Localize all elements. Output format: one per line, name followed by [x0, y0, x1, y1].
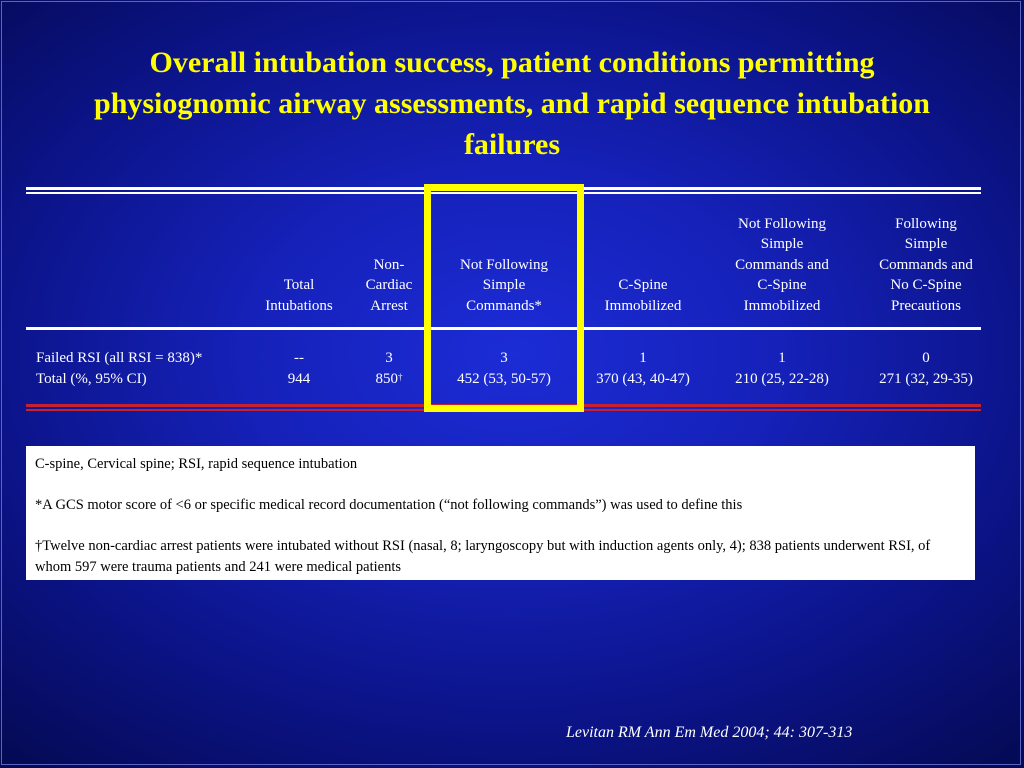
citation: Levitan RM Ann Em Med 2004; 44: 307-313 — [566, 724, 853, 741]
col-header-not-following-and-c-spine: Not Following Simple Commands and C-Spin… — [735, 215, 829, 314]
cell-total-not-following: 452 (53, 50-57) — [457, 371, 551, 387]
col-header-c-spine-immobilized: C-Spine Immobilized — [604, 277, 682, 314]
row-label-failed-rsi: Failed RSI (all RSI = 838)* — [36, 350, 203, 366]
cell-failed-following-no-c-spine: 0 — [922, 350, 930, 366]
gcs-footnote: *A GCS motor score of <6 or specific med… — [35, 497, 743, 513]
cell-total-non-cardiac: 850† — [375, 371, 403, 387]
col-header-non-cardiac-arrest: Non- Cardiac Arrest — [365, 256, 413, 314]
row-label-total: Total (%, 95% CI) — [36, 371, 147, 387]
slide-title: Overall intubation success, patient cond… — [94, 46, 930, 161]
col-header-total-intubations: Total Intubations — [265, 277, 333, 314]
col-header-following-no-c-spine: Following Simple Commands and No C-Spine… — [879, 215, 973, 314]
abbreviations-note: C-spine, Cervical spine; RSI, rapid sequ… — [35, 456, 358, 472]
cell-failed-not-following: 3 — [500, 350, 508, 366]
cell-failed-total: -- — [294, 350, 304, 366]
table-top-rule-secondary — [26, 192, 981, 194]
column-highlight-box — [424, 184, 584, 412]
table-header-rule — [26, 327, 981, 330]
cell-total-c-spine: 370 (43, 40-47) — [596, 371, 690, 387]
cell-failed-c-spine: 1 — [639, 350, 647, 366]
cell-failed-not-following-c-spine: 1 — [778, 350, 786, 366]
cell-total-not-following-c-spine: 210 (25, 22-28) — [735, 371, 829, 387]
footnotes-box: C-spine, Cervical spine; RSI, rapid sequ… — [26, 446, 975, 580]
col-header-not-following-commands: Not Following Simple Commands* — [460, 256, 548, 314]
cell-failed-non-cardiac: 3 — [385, 350, 393, 366]
cell-total-following-no-c-spine: 271 (32, 29-35) — [879, 371, 973, 387]
cell-total-total: 944 — [287, 371, 311, 387]
dagger-footnote: †Twelve non-cardiac arrest patients were… — [35, 538, 931, 575]
dagger-footnote-mark: † — [398, 372, 403, 382]
